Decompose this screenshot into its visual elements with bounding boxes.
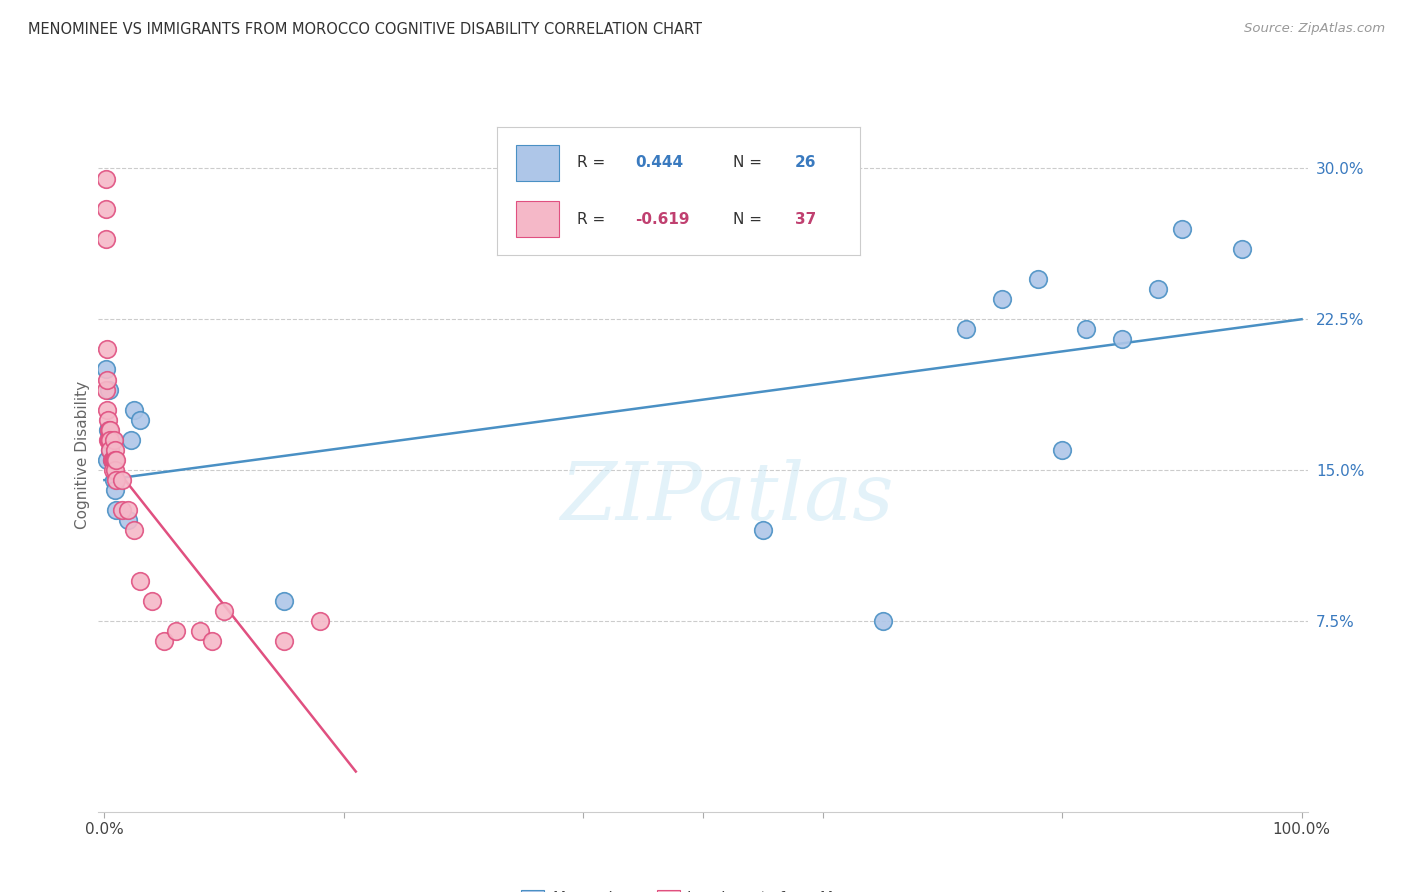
Point: [100, 442, 122, 457]
Y-axis label: Cognitive Disability: Cognitive Disability: [75, 381, 90, 529]
Point: [129, 574, 152, 588]
Point: [97, 433, 120, 447]
Point: [188, 624, 211, 638]
Point: [153, 633, 176, 648]
Point: [100, 453, 122, 467]
Point: [104, 463, 127, 477]
Point: [752, 524, 775, 538]
Text: Source: ZipAtlas.com: Source: ZipAtlas.com: [1244, 22, 1385, 36]
Point: [101, 433, 124, 447]
Point: [97, 423, 120, 437]
Point: [96, 402, 118, 417]
Point: [1074, 322, 1097, 336]
Point: [100, 442, 122, 457]
Point: [101, 453, 124, 467]
Point: [120, 433, 142, 447]
Point: [94, 202, 117, 216]
Point: [111, 473, 134, 487]
Point: [98, 423, 121, 437]
Point: [103, 433, 125, 447]
Point: [309, 614, 332, 628]
Point: [94, 232, 117, 246]
Point: [141, 593, 163, 607]
Point: [98, 433, 121, 447]
Point: [97, 413, 120, 427]
Point: [1230, 242, 1253, 256]
Point: [103, 473, 125, 487]
Point: [100, 453, 122, 467]
Point: [94, 362, 117, 376]
Point: [96, 343, 118, 357]
Point: [1171, 221, 1194, 235]
Point: [1026, 272, 1049, 286]
Point: [201, 633, 224, 648]
Point: [1147, 282, 1170, 296]
Point: [96, 372, 118, 386]
Point: [104, 442, 127, 457]
Point: [100, 423, 122, 437]
Point: [94, 383, 117, 397]
Point: [955, 322, 977, 336]
Point: [124, 402, 146, 417]
Point: [117, 503, 139, 517]
Point: [105, 473, 128, 487]
Point: [98, 383, 121, 397]
Text: ZIPatlas: ZIPatlas: [561, 459, 894, 536]
Text: MENOMINEE VS IMMIGRANTS FROM MOROCCO COGNITIVE DISABILITY CORRELATION CHART: MENOMINEE VS IMMIGRANTS FROM MOROCCO COG…: [28, 22, 702, 37]
Legend: Menominee, Immigrants from Morocco: Menominee, Immigrants from Morocco: [516, 884, 890, 892]
Point: [872, 614, 894, 628]
Point: [96, 453, 118, 467]
Point: [273, 593, 295, 607]
Point: [105, 503, 128, 517]
Point: [1111, 332, 1133, 346]
Point: [111, 503, 134, 517]
Point: [129, 413, 152, 427]
Point: [101, 463, 124, 477]
Point: [273, 633, 295, 648]
Point: [1050, 442, 1073, 457]
Point: [165, 624, 187, 638]
Point: [212, 604, 235, 618]
Point: [94, 171, 117, 186]
Point: [105, 453, 128, 467]
Point: [103, 453, 125, 467]
Point: [104, 453, 127, 467]
Point: [991, 292, 1014, 306]
Point: [124, 524, 146, 538]
Point: [117, 513, 139, 527]
Point: [100, 433, 122, 447]
Point: [104, 483, 127, 497]
